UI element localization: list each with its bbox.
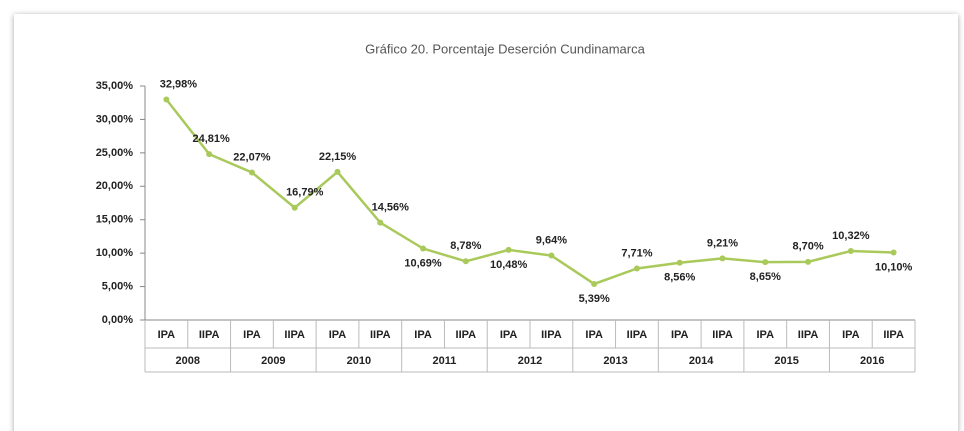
y-tick-label: 30,00% [96, 113, 134, 125]
data-label: 8,56% [664, 272, 695, 284]
x-tick-label: IIPA [541, 329, 562, 341]
x-tick-label: IPA [329, 329, 347, 341]
point [462, 258, 469, 265]
x-tick-label: IPA [585, 329, 603, 341]
data-label: 16,79% [286, 187, 324, 199]
y-tick-label: 15,00% [96, 214, 134, 226]
x-tick-label: IPA [842, 329, 860, 341]
x-tick-label: IPA [158, 329, 176, 341]
x-tick-label: IIPA [199, 329, 220, 341]
point [676, 259, 683, 266]
point [847, 248, 854, 255]
point [420, 245, 427, 252]
data-label: 5,39% [579, 293, 610, 305]
y-tick-label: 5,00% [102, 280, 133, 292]
data-label: 10,32% [832, 230, 870, 242]
year-label: 2016 [860, 355, 884, 367]
year-label: 2012 [518, 355, 542, 367]
chart-title: Gráfico 20. Porcentaje Deserción Cundina… [365, 41, 645, 56]
y-tick-label: 10,00% [96, 247, 134, 259]
data-label: 22,15% [319, 151, 357, 163]
x-tick-label: IPA [671, 329, 689, 341]
y-tick-label: 35,00% [96, 80, 134, 92]
data-label: 24,81% [193, 133, 231, 145]
x-tick-label: IIPA [883, 329, 904, 341]
point [248, 169, 255, 176]
data-label: 10,10% [875, 261, 913, 273]
y-tick-label: 20,00% [96, 180, 134, 192]
year-label: 2015 [774, 355, 798, 367]
y-tick-label: 0,00% [102, 314, 133, 326]
line [165, 98, 894, 286]
data-label: 22,07% [233, 151, 271, 163]
x-tick-label: IIPA [370, 329, 391, 341]
year-label: 2010 [347, 355, 371, 367]
year-label: 2008 [176, 355, 200, 367]
point [291, 204, 298, 211]
year-label: 2011 [433, 355, 457, 367]
point [890, 249, 897, 256]
x-tick-label: IIPA [456, 329, 477, 341]
data-label: 9,64% [536, 234, 567, 246]
point [377, 219, 384, 226]
x-tick-label: IPA [414, 329, 432, 341]
point [206, 151, 213, 158]
x-tick-label: IIPA [712, 329, 733, 341]
data-label: 32,98% [160, 78, 198, 90]
x-tick-label: IPA [500, 329, 518, 341]
x-tick-label: IIPA [798, 329, 819, 341]
data-label: 10,69% [404, 257, 442, 269]
year-label: 2014 [689, 355, 714, 367]
point [591, 280, 598, 287]
point [163, 96, 170, 103]
point [633, 265, 640, 272]
point [762, 259, 769, 266]
data-label: 8,65% [750, 271, 781, 283]
year-label: 2009 [261, 355, 285, 367]
data-label: 8,78% [450, 240, 481, 252]
point [805, 258, 812, 265]
point [334, 168, 341, 175]
point [548, 252, 555, 259]
data-label: 14,56% [372, 202, 410, 214]
x-tick-label: IPA [243, 329, 261, 341]
data-label: 9,21% [707, 237, 738, 249]
frame [14, 14, 958, 431]
x-tick-label: IIPA [284, 329, 305, 341]
x-tick-label: IPA [757, 329, 775, 341]
point [719, 255, 726, 262]
data-label: 7,71% [621, 247, 652, 259]
y-tick-label: 25,00% [96, 147, 134, 159]
year-label: 2013 [603, 355, 627, 367]
point [505, 246, 512, 253]
data-label: 10,48% [490, 259, 528, 271]
data-label: 8,70% [792, 241, 823, 253]
x-tick-label: IIPA [627, 329, 648, 341]
